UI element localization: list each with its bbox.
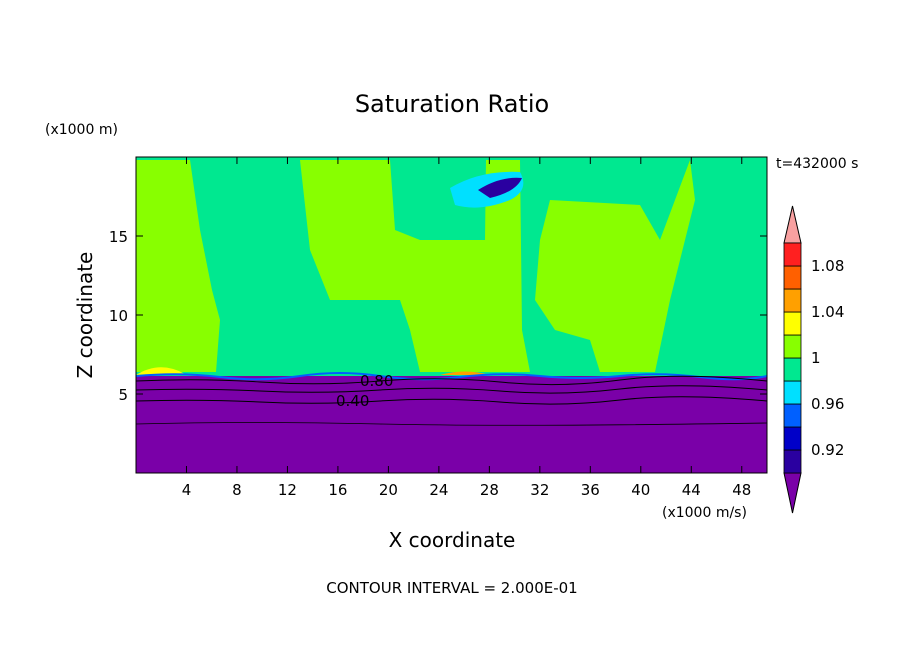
x-tick-label: 16 <box>328 481 347 499</box>
x-axis-ticks: 4 8 12 16 20 24 28 32 36 40 44 48 <box>182 157 751 499</box>
field-area <box>136 157 767 473</box>
y-axis-ticks: 5 10 15 <box>109 228 767 404</box>
colorbar-swatch <box>783 288 802 313</box>
blue-patch <box>478 177 522 198</box>
colorbar-label: 1 <box>811 349 821 367</box>
interface-line <box>136 372 767 381</box>
contour-020 <box>136 422 767 426</box>
green-patch-right <box>535 160 695 372</box>
colorbar-swatch <box>783 357 802 382</box>
colorbar: 1.08 1.04 1 0.96 0.92 <box>783 205 844 514</box>
x-tick-label: 48 <box>732 481 751 499</box>
chart-title: Saturation Ratio <box>355 90 549 118</box>
x-tick-label: 28 <box>480 481 499 499</box>
colorbar-swatch <box>783 265 802 290</box>
x-tick-label: 44 <box>682 481 701 499</box>
x-tick-label: 8 <box>232 481 242 499</box>
contour-interval-note: CONTOUR INTERVAL = 2.000E-01 <box>326 579 577 597</box>
colorbar-swatch <box>783 334 802 359</box>
x-unit-label: (x1000 m/s) <box>662 505 747 521</box>
colorbar-label: 1.08 <box>811 257 844 275</box>
x-tick-label: 36 <box>581 481 600 499</box>
colorbar-swatch <box>783 449 802 474</box>
x-tick-label: 40 <box>631 481 650 499</box>
colorbar-swatch <box>783 403 802 428</box>
green-patch-left <box>136 160 220 372</box>
contour-060 <box>136 385 767 394</box>
contour-040 <box>136 396 767 405</box>
x-tick-label: 4 <box>182 481 192 499</box>
colorbar-top-arrow <box>783 205 802 244</box>
colorbar-label: 0.92 <box>811 441 844 459</box>
colorbar-bottom-arrow <box>783 472 802 514</box>
x-tick-label: 32 <box>530 481 549 499</box>
x-tick-label: 12 <box>278 481 297 499</box>
y-tick-label: 15 <box>109 228 128 246</box>
contour-label-080: 0.80 <box>360 372 393 390</box>
colorbar-swatch <box>783 242 802 267</box>
yellow-patch-center <box>440 371 490 375</box>
y-tick-label: 5 <box>118 386 128 404</box>
x-tick-label: 24 <box>429 481 448 499</box>
yellow-patch-left <box>136 367 185 375</box>
x-tick-label: 20 <box>379 481 398 499</box>
contour-label-040: 0.40 <box>336 392 369 410</box>
y-unit-label: (x1000 m) <box>45 122 118 138</box>
x-axis-label: X coordinate <box>389 528 516 552</box>
colorbar-swatch <box>783 380 802 405</box>
y-tick-label: 10 <box>109 307 128 325</box>
colorbar-swatch <box>783 311 802 336</box>
time-label: t=432000 s <box>776 156 858 172</box>
colorbar-swatch <box>783 426 802 451</box>
colorbar-label: 1.04 <box>811 303 844 321</box>
green-patch-center <box>300 160 530 372</box>
contour-080 <box>136 375 767 386</box>
colorbar-label: 0.96 <box>811 395 844 413</box>
y-axis-label: Z coordinate <box>73 252 97 379</box>
